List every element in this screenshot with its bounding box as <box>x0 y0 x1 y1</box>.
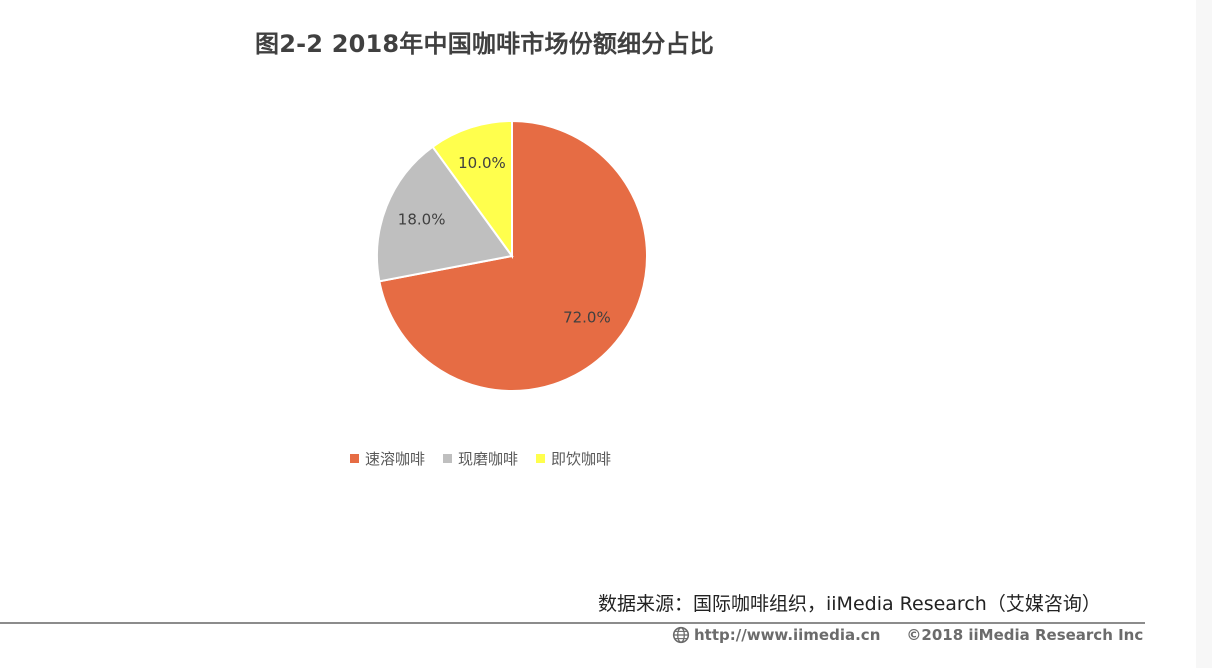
right-edge-strip <box>1196 0 1212 668</box>
footer-bar: http://www.iimedia.cn ©2018 iiMedia Rese… <box>672 626 1143 644</box>
pie-slice-fresh-ground <box>376 145 514 283</box>
legend-item-fresh-ground: 现磨咖啡 <box>443 448 518 469</box>
data-label-ready-to-drink: 10.0% <box>458 154 506 172</box>
legend-label-instant: 速溶咖啡 <box>365 450 426 468</box>
chart-legend: 速溶咖啡 现磨咖啡 即饮咖啡 <box>350 448 611 469</box>
footer-url[interactable]: http://www.iimedia.cn <box>694 626 881 644</box>
legend-label-fresh-ground: 现磨咖啡 <box>458 450 519 468</box>
pie-slice-ready-to-drink <box>431 119 513 260</box>
legend-swatch-ready-to-drink <box>536 454 546 463</box>
data-label-fresh-ground: 18.0% <box>398 211 446 229</box>
legend-swatch-fresh-ground <box>443 454 453 463</box>
footer-url-group: http://www.iimedia.cn <box>672 626 880 644</box>
data-label-instant: 72.0% <box>563 308 611 326</box>
globe-icon <box>672 626 690 644</box>
footer-divider <box>0 622 1145 624</box>
legend-label-ready-to-drink: 即饮咖啡 <box>551 450 612 468</box>
data-source-note: 数据来源：国际咖啡组织，iiMedia Research（艾媒咨询） <box>598 593 1101 615</box>
footer-copyright: ©2018 iiMedia Research Inc <box>906 626 1144 644</box>
legend-item-ready-to-drink: 即饮咖啡 <box>536 448 611 469</box>
legend-item-instant: 速溶咖啡 <box>350 448 425 469</box>
legend-swatch-instant <box>350 454 359 463</box>
chart-title: 图2-2 2018年中国咖啡市场份额细分占比 <box>255 30 714 58</box>
